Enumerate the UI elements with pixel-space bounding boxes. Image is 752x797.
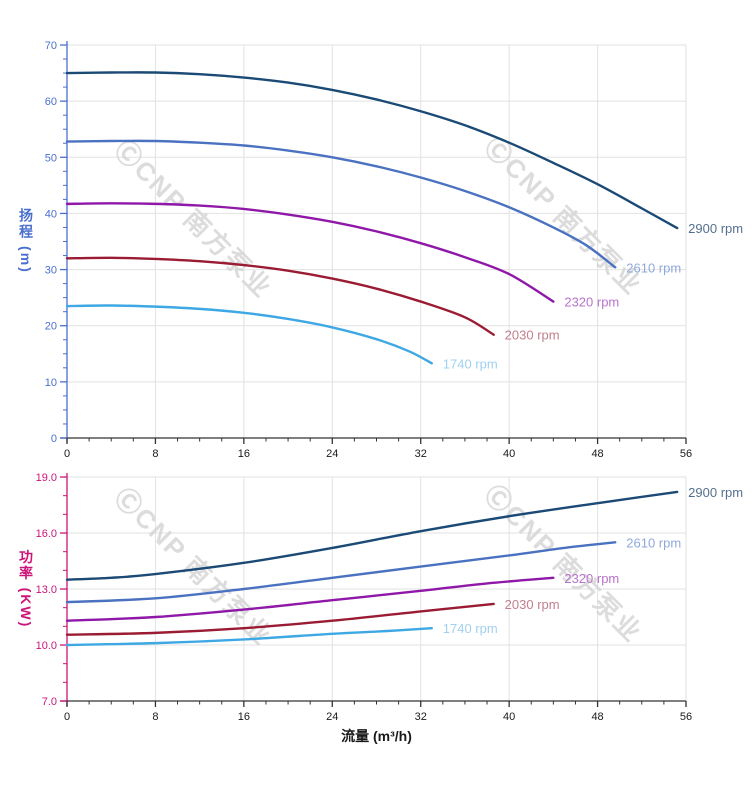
head-axis-title: 扬程 (m): [18, 208, 34, 274]
series-label-2900-rpm: 2900 rpm: [688, 221, 743, 236]
flow-axis-title: 流量 (m³/h): [341, 728, 412, 744]
y-tick-label: 13.0: [36, 584, 57, 596]
watermark-text: ⒸCNP 南方泵业: [109, 134, 278, 303]
y-tick-label: 50: [45, 152, 57, 164]
series-label-2610-rpm: 2610 rpm: [626, 260, 681, 275]
x-tick-label: 16: [238, 711, 250, 723]
y-tick-label: 7.0: [42, 696, 57, 708]
watermark-text: ⒸCNP 南方泵业: [109, 482, 278, 651]
curve-2900-rpm: [65, 71, 679, 230]
series-label-2030-rpm: 2030 rpm: [505, 597, 560, 612]
x-tick-label: 24: [326, 448, 338, 460]
series-label-1740-rpm: 1740 rpm: [443, 621, 498, 636]
curve-2320-rpm: [65, 202, 555, 303]
y-tick-label: 16.0: [36, 528, 57, 540]
curve-1740-rpm: [65, 304, 433, 365]
series-label-2320-rpm: 2320 rpm: [564, 571, 619, 586]
x-tick-label: 32: [415, 711, 427, 723]
x-tick-label: 16: [238, 448, 250, 460]
x-tick-label: 48: [591, 448, 603, 460]
y-tick-label: 19.0: [36, 472, 57, 484]
curve-2030-rpm: [65, 256, 495, 336]
power-chart: ⒸCNP 南方泵业 ⒸCNP 南方泵业 7.0 10.0 13.0 16.0 19.0 0 8 1…: [36, 472, 744, 723]
x-tick-label: 24: [326, 711, 338, 723]
series-label-1740-rpm: 1740 rpm: [443, 356, 498, 371]
curve-2610-rpm: [65, 541, 617, 604]
curve-2900-rpm: [65, 490, 679, 581]
x-tick-label: 40: [503, 448, 515, 460]
x-tick-label: 8: [152, 448, 158, 460]
x-tick-label: 40: [503, 711, 515, 723]
x-tick-label: 8: [152, 711, 158, 723]
x-tick-label: 0: [64, 448, 70, 460]
y-tick-label: 10: [45, 377, 57, 389]
y-tick-label: 20: [45, 321, 57, 333]
series-label-2030-rpm: 2030 rpm: [505, 328, 560, 343]
x-tick-label: 0: [64, 711, 70, 723]
y-tick-label: 40: [45, 208, 57, 220]
series-label-2900-rpm: 2900 rpm: [688, 485, 743, 500]
x-tick-label: 48: [591, 711, 603, 723]
watermark-text: ⒸCNP 南方泵业: [479, 479, 648, 648]
x-tick-label: 56: [680, 448, 692, 460]
series-label-2320-rpm: 2320 rpm: [564, 295, 619, 310]
y-tick-label: 70: [45, 40, 57, 52]
y-tick-label: 0: [51, 433, 57, 445]
series-label-2610-rpm: 2610 rpm: [626, 535, 681, 550]
x-tick-label: 32: [415, 448, 427, 460]
curve-1740-rpm: [65, 627, 433, 647]
curve-2610-rpm: [65, 139, 617, 269]
power-axis-title: 功率 (KW): [18, 549, 34, 629]
y-tick-label: 60: [45, 96, 57, 108]
y-tick-label: 10.0: [36, 640, 57, 652]
curve-2030-rpm: [65, 602, 495, 636]
curve-2320-rpm: [65, 576, 555, 622]
x-tick-label: 56: [680, 711, 692, 723]
y-tick-label: 30: [45, 265, 57, 277]
